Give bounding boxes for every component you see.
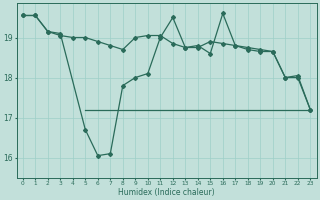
- X-axis label: Humidex (Indice chaleur): Humidex (Indice chaleur): [118, 188, 215, 197]
